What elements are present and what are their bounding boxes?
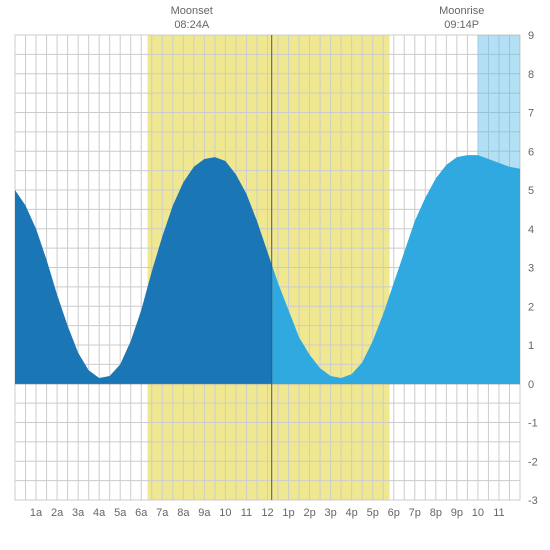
y-tick-label: 4	[528, 224, 534, 236]
x-tick-label: 5p	[367, 507, 379, 519]
moonrise-time: 09:14P	[444, 19, 479, 31]
y-tick-label: 6	[528, 146, 534, 158]
x-tick-label: 8a	[177, 507, 190, 519]
x-tick-label: 4p	[346, 507, 358, 519]
y-tick-label: 5	[528, 185, 534, 197]
x-tick-label: 1a	[30, 507, 43, 519]
x-tick-label: 11	[241, 507, 252, 519]
x-tick-label: 4a	[93, 507, 106, 519]
x-tick-label: 6p	[388, 507, 400, 519]
chart-svg: 1a2a3a4a5a6a7a8a9a1011121p2p3p4p5p6p7p8p…	[0, 0, 550, 550]
y-tick-label: 1	[528, 340, 534, 352]
y-tick-label: 0	[528, 379, 534, 391]
y-tick-label: 8	[528, 69, 534, 81]
x-tick-label: 12	[261, 507, 273, 519]
x-tick-label: 2p	[303, 507, 315, 519]
x-tick-label: 3a	[72, 507, 85, 519]
x-tick-label: 10	[219, 507, 231, 519]
x-tick-label: 7p	[409, 507, 421, 519]
x-tick-label: 1p	[282, 507, 294, 519]
y-tick-label: 2	[528, 301, 534, 313]
x-tick-label: 7a	[156, 507, 169, 519]
y-tick-label: 3	[528, 263, 534, 275]
x-tick-label: 9p	[451, 507, 463, 519]
moonrise-title: Moonrise	[439, 5, 484, 17]
x-tick-label: 11	[493, 507, 504, 519]
moonset-title: Moonset	[171, 5, 213, 17]
moonset-time: 08:24A	[174, 19, 210, 31]
y-tick-label: -1	[528, 418, 538, 430]
y-tick-label: 9	[528, 30, 534, 42]
tide-chart: 1a2a3a4a5a6a7a8a9a1011121p2p3p4p5p6p7p8p…	[0, 0, 550, 550]
x-tick-label: 6a	[135, 507, 148, 519]
x-tick-label: 10	[472, 507, 484, 519]
x-tick-label: 8p	[430, 507, 442, 519]
x-tick-label: 9a	[198, 507, 211, 519]
y-tick-label: 7	[528, 108, 534, 120]
x-tick-label: 2a	[51, 507, 64, 519]
y-tick-label: -3	[528, 495, 538, 507]
x-tick-label: 5a	[114, 507, 127, 519]
y-tick-label: -2	[528, 456, 538, 468]
x-tick-label: 3p	[325, 507, 337, 519]
